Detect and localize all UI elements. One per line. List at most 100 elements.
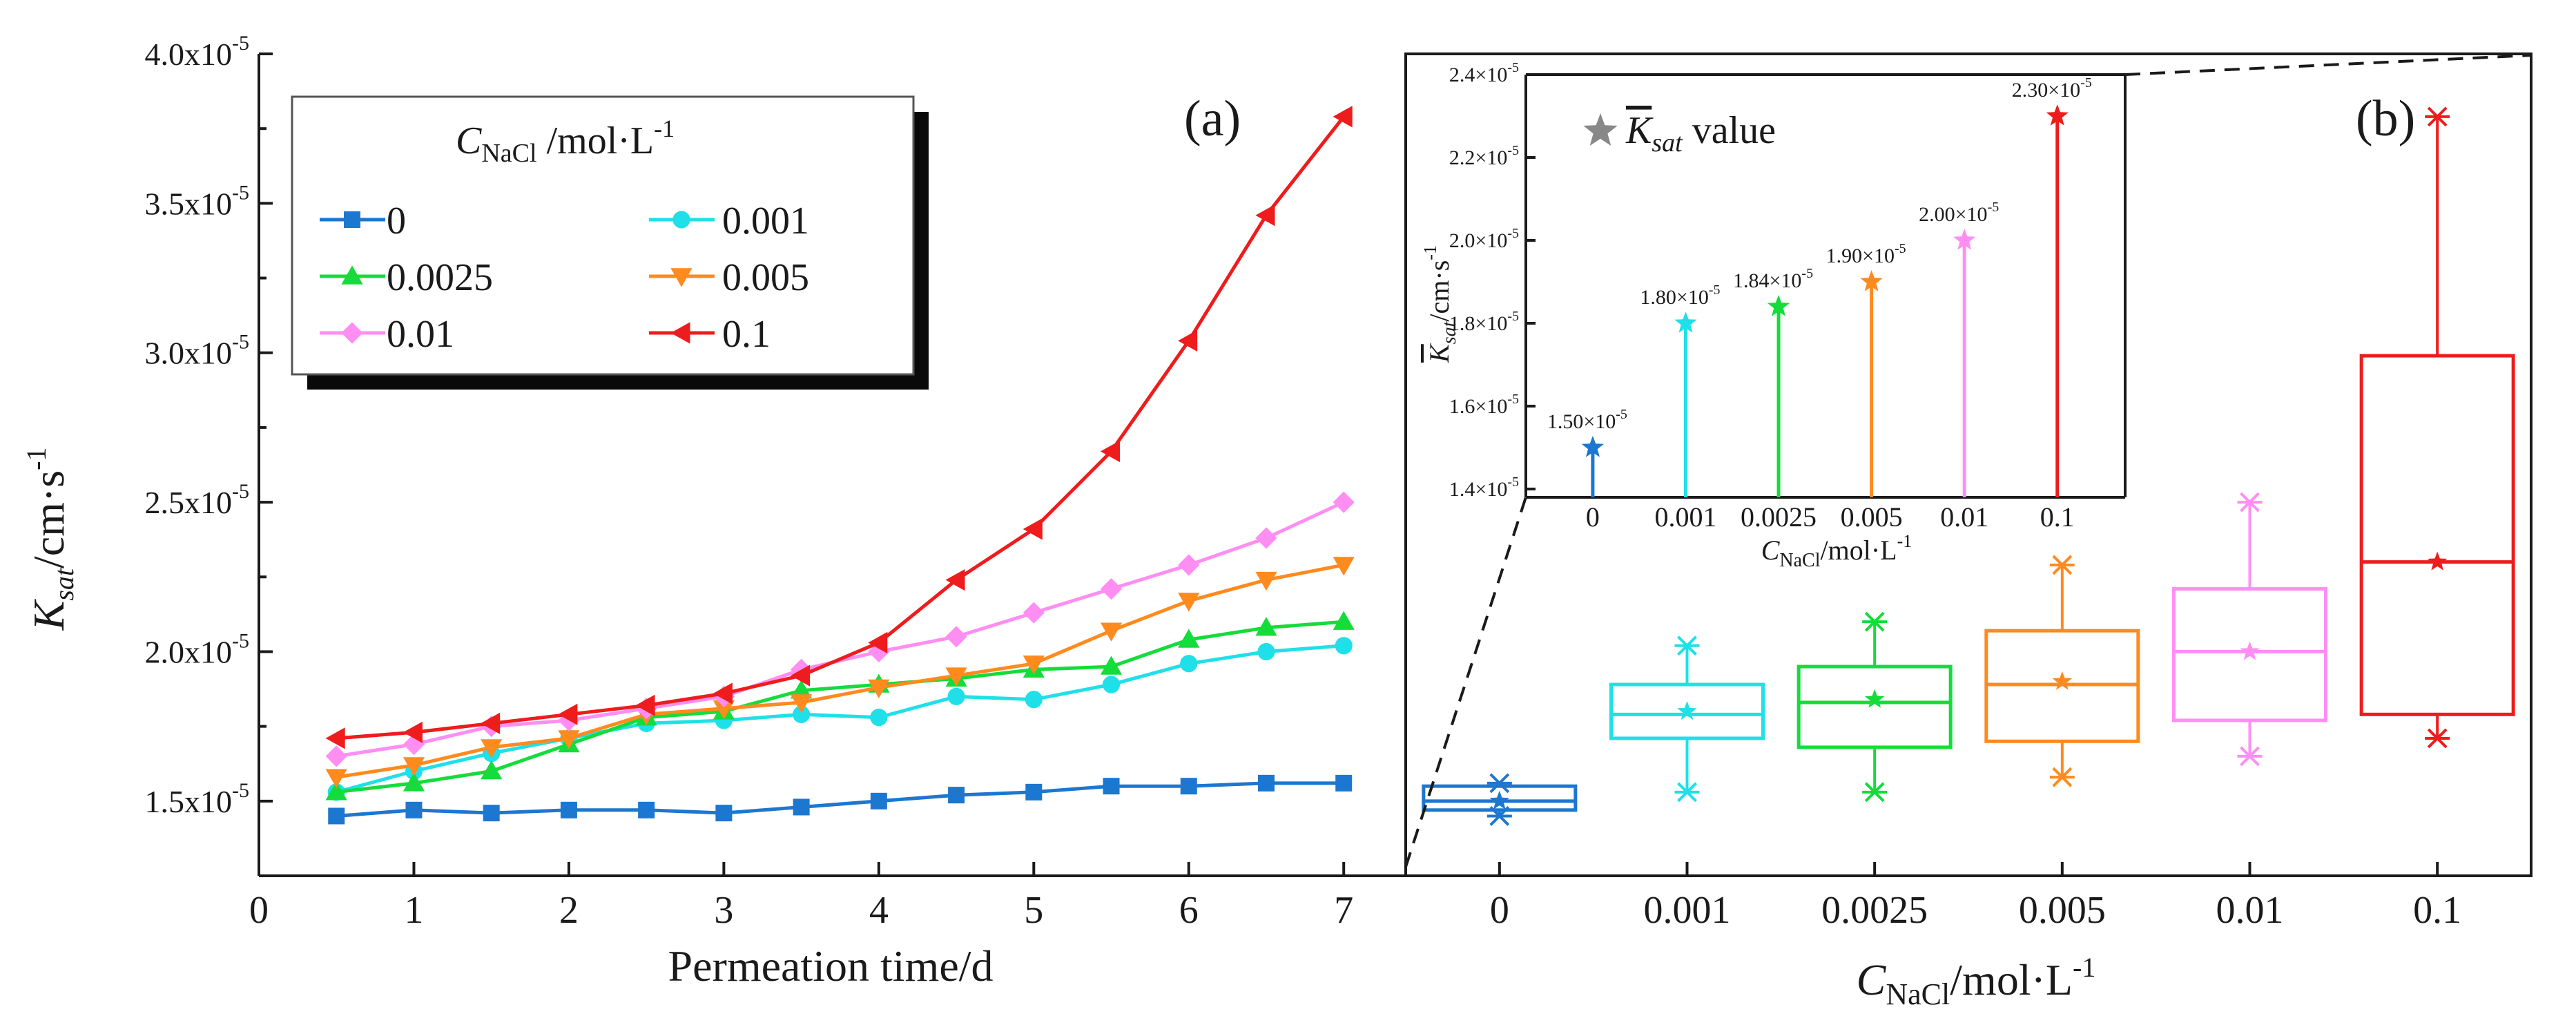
series-point-0.0025 [791,680,813,699]
box-min-marker [1489,806,1511,826]
panel-a-ytick-label: 2.0x10-5 [145,629,250,669]
inset-stem-star [1860,270,1883,291]
series-point-0.005 [1333,557,1355,576]
legend-marker-0 [344,211,360,228]
series-point-0.005 [1100,622,1123,642]
series-point-0.001 [1025,691,1043,709]
series-point-0.001 [1180,655,1198,673]
series-point-0.0025 [1100,655,1123,675]
inset-value-label: 1.80×10-5 [1640,282,1720,309]
legend-item-0.001: 0.001 [649,200,809,242]
series-point-0 [1257,774,1275,792]
series-point-0.1 [325,727,345,749]
series-point-0.1 [403,721,423,743]
series-point-0.005 [791,694,813,713]
series-point-0.005 [945,667,967,687]
inset-xtick-label: 0.005 [1841,501,1903,533]
inset-xtick-label: 0.1 [2040,501,2075,533]
series-point-0.01 [325,745,347,767]
inset-bg [1526,75,2125,497]
panel-a-ylabel: Ksat/cm·s-1 [21,448,79,631]
legend-marker-0.0025 [341,265,363,285]
series-point-0.005 [868,679,890,698]
box-max-marker [2051,555,2073,575]
inset-stem-0: 1.50×10-5 [1547,407,1627,497]
legend-item-0: 0 [320,200,406,242]
series-point-0 [948,787,965,804]
box-min-marker [2051,767,2073,787]
series-point-0.0025 [1255,617,1277,636]
inset-stem-star [1953,229,1976,250]
series-point-0.01 [1333,491,1355,513]
series-point-0.1 [1333,106,1353,128]
legend-label-0.01: 0.01 [387,313,454,356]
legend-label-0.1: 0.1 [722,313,771,356]
series-point-0.1 [1255,204,1275,227]
series-point-0.001 [1335,637,1353,655]
series-point-0.1 [868,631,888,654]
series-point-0.1 [945,569,965,591]
legend-label-0: 0 [387,200,406,242]
panel-a-ytick-label: 3.5x10-5 [145,181,250,221]
series-point-0 [1025,783,1043,801]
panel-a-xtick-label: 4 [869,889,889,932]
legend-box [291,95,915,376]
box-max-marker [2238,492,2261,512]
series-point-0.1 [1023,518,1043,540]
box-mean-star [1489,790,1510,810]
inset-ylabel: Ksat/cm·s-1 [1420,245,1460,363]
box-mean-star [1864,689,1885,708]
series-point-0.1 [1178,329,1198,352]
series-point-0.01 [558,709,580,731]
inset-stem-star [1674,312,1697,333]
inset-stem-0.0025: 1.84×10-5 [1733,266,1813,497]
panel-b-xtick-label: 0.001 [1644,889,1731,932]
inset-stem-star [2046,104,2069,126]
series-point-0.01 [945,626,967,648]
series-line-0.01 [336,500,1345,758]
inset-stem-star [1581,436,1605,457]
series-line-0.0025 [336,620,1344,794]
series-point-0.1 [635,694,655,716]
series-point-0 [1335,774,1353,792]
series-point-0 [560,801,577,818]
series-point-0 [715,805,733,822]
box-max-marker [1489,773,1511,794]
series-point-0.0025 [1178,629,1200,648]
inset-legend-label: Ksat value [1625,109,1776,157]
legend-title: CNaCl /mol·L-1 [456,115,675,168]
series-point-0.005 [403,757,425,776]
series-point-0.005 [481,739,503,758]
box-0 [1422,773,1578,826]
inset-stem-star [1767,295,1790,316]
panel-b-xtick-label: 0.005 [2019,889,2106,932]
inset-ytick-label: 2.0×10-5 [1449,226,1519,252]
inset-legend-star-icon [1583,113,1618,146]
inset-ytick-label: 1.6×10-5 [1449,392,1519,418]
box-mean-star [1677,701,1697,720]
box-0.005 [1984,555,2140,787]
box-min-marker [1863,782,1886,803]
panel-a-ytick-label: 2.5x10-5 [145,480,250,520]
panel-b-xtick-label: 0.01 [2216,889,2284,932]
inset-xtick-label: 0 [1586,501,1600,533]
box-mean-star [2052,671,2073,690]
series-point-0.01 [1178,554,1200,576]
panel-b-xlabel: CNaCl/mol·L-1 [1857,952,2096,1011]
legend-item-0.01: 0.01 [320,313,454,356]
inset-value-label: 2.00×10-5 [1919,200,1999,226]
legend-marker-0.1 [670,322,690,344]
series-point-0.0025 [325,781,347,801]
panel-b: (b) CNaCl/mol·L-1 0 0.001 0.0025 0.005 0.01 0… [1404,52,2533,1011]
series-point-0 [638,801,655,818]
panel-a-legend: CNaCl /mol·L-1 0 0.001 0.0025 0.005 0.01 0.1 [291,95,929,390]
box-max-marker [2426,106,2448,127]
series-point-0.001 [870,709,888,727]
panel-a-ytick-label: 4.0x10-5 [145,32,250,72]
inset-ytick-label: 2.2×10-5 [1449,143,1519,169]
box-0.0025 [1797,611,1953,803]
inset-legend: Ksat value [1583,109,1776,157]
box-0.01 [2172,492,2327,767]
inset-xlabel: CNaCl/mol·L-1 [1761,531,1912,571]
